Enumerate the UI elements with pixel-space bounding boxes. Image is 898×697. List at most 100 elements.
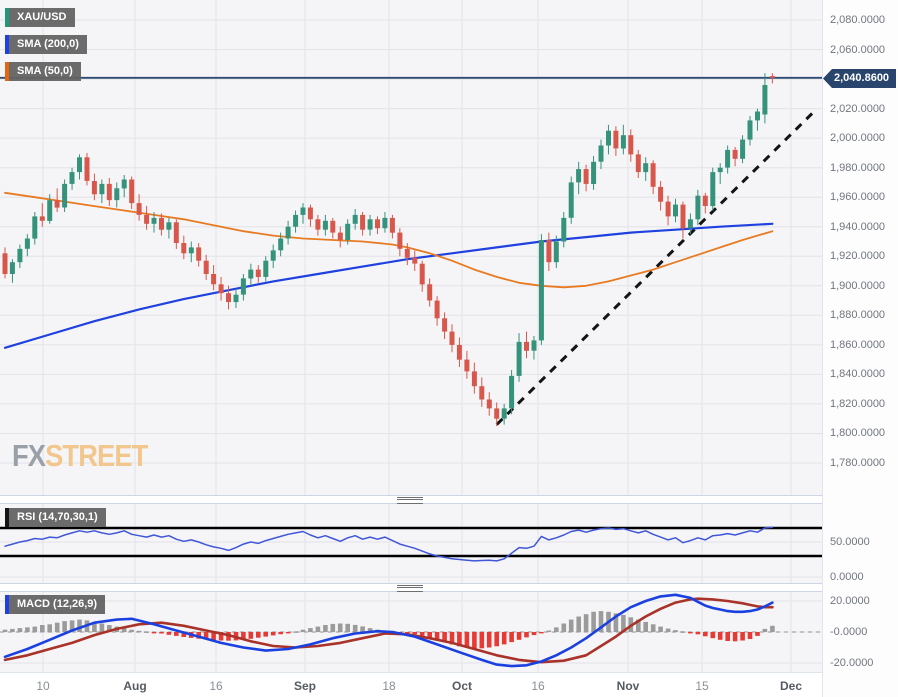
- candle-body: [315, 219, 321, 230]
- time-axis[interactable]: 10 Aug 16 Sep 18 Oct 16 Nov 15 Dec: [0, 672, 822, 697]
- candle-body: [39, 216, 45, 221]
- macd-histogram-bar: [270, 632, 276, 636]
- time-tick-label: Dec: [779, 679, 803, 693]
- candle-body: [144, 214, 150, 224]
- candle-body: [412, 257, 418, 264]
- price-chart-canvas[interactable]: [0, 0, 822, 495]
- macd-histogram-bar: [300, 629, 306, 632]
- price-panel[interactable]: XAU/USD SMA (200,0) SMA (50,0) FXSTREET: [0, 0, 822, 495]
- price-tick-label: 1,980.0000: [830, 162, 886, 174]
- candle-body: [419, 263, 425, 285]
- legend-item-rsi: RSI (14,70,30,1): [5, 508, 106, 527]
- candle-body: [300, 207, 306, 215]
- macd-histogram-bar: [740, 632, 745, 641]
- candle-body: [717, 167, 723, 173]
- splitter-grip-icon[interactable]: [397, 585, 423, 592]
- price-tick-label: 1,840.0000: [830, 368, 886, 380]
- candle-body: [293, 214, 299, 227]
- candle-body: [188, 247, 194, 254]
- candle-body: [702, 195, 708, 206]
- macd-histogram-bar: [613, 613, 619, 632]
- candle-body: [680, 204, 686, 229]
- macd-histogram-bar: [218, 632, 224, 641]
- macd-histogram-bar: [107, 625, 112, 632]
- candle-body: [494, 408, 500, 419]
- price-tick-label: 2,080.0000: [830, 14, 886, 26]
- rsi-panel[interactable]: RSI (14,70,30,1): [0, 504, 822, 583]
- candle-body: [658, 186, 664, 202]
- watermark-fx: FX: [12, 438, 46, 473]
- macd-histogram-bar: [501, 632, 507, 645]
- candle-body: [538, 240, 544, 341]
- macd-histogram-bar: [285, 632, 291, 634]
- candle-body: [69, 172, 75, 184]
- candle-body: [196, 247, 202, 261]
- panel-splitter-1[interactable]: [0, 495, 898, 504]
- macd-histogram-bar: [10, 628, 15, 632]
- macd-histogram-bar: [673, 630, 678, 632]
- macd-histogram-bar: [755, 632, 760, 636]
- candle-body: [665, 201, 671, 217]
- macd-histogram-bar: [688, 632, 693, 634]
- macd-histogram-bar: [486, 632, 492, 648]
- candle-body: [620, 135, 626, 149]
- rsi-tick-label: 0.0000: [830, 571, 864, 583]
- candle-body: [203, 260, 209, 274]
- macd-histogram-bar: [725, 632, 730, 641]
- rsi-chart-canvas[interactable]: [0, 504, 822, 583]
- candle-body: [389, 217, 395, 233]
- time-tick-label: Nov: [616, 679, 640, 693]
- candle-body: [650, 163, 656, 187]
- macd-histogram-bar: [2, 629, 8, 632]
- candle-body: [181, 243, 187, 254]
- candle-body: [218, 284, 224, 294]
- macd-histogram-bar: [241, 632, 246, 640]
- macd-histogram-bar: [315, 626, 321, 632]
- price-tick-label: 2,020.0000: [830, 103, 886, 115]
- candle-body: [643, 163, 649, 173]
- panel-splitter-2[interactable]: [0, 583, 898, 592]
- macd-histogram-bar: [308, 628, 313, 632]
- macd-histogram-bar: [54, 622, 60, 632]
- macd-histogram-bar: [539, 632, 544, 634]
- macd-panel[interactable]: MACD (12,26,9): [0, 592, 822, 672]
- macd-histogram-bar: [762, 628, 768, 632]
- rsi-label: RSI (14,70,30,1): [9, 508, 106, 527]
- legend-item-sma200: SMA (200,0): [5, 35, 87, 54]
- macd-histogram-bar: [643, 621, 648, 632]
- candle-body: [524, 341, 529, 351]
- macd-tick-label: -20.0000: [830, 657, 874, 669]
- symbol-label: XAU/USD: [9, 8, 75, 27]
- price-tick-label: 1,940.0000: [830, 221, 886, 233]
- time-tick-label: Oct: [451, 679, 473, 693]
- candle-body: [360, 214, 366, 230]
- macd-histogram-bar: [554, 627, 559, 632]
- rsi-series-marker: [5, 508, 9, 527]
- time-tick-label: Sep: [293, 679, 317, 693]
- candle-body: [345, 223, 351, 240]
- candle-body: [687, 219, 693, 229]
- macd-histogram-bar: [658, 626, 663, 632]
- candle-body: [673, 204, 678, 217]
- macd-histogram-bar: [680, 631, 686, 633]
- macd-histogram-bar: [568, 619, 574, 632]
- splitter-grip-icon[interactable]: [397, 497, 423, 504]
- macd-histogram-bar: [419, 632, 425, 636]
- macd-histogram-bar: [472, 632, 477, 649]
- macd-tick-label: 20.0000: [830, 595, 870, 607]
- candle-body: [24, 238, 30, 249]
- macd-histogram-bar: [621, 614, 626, 632]
- watermark-street: STREET: [45, 438, 148, 473]
- macd-histogram-bar: [136, 630, 142, 633]
- sma200-label: SMA (200,0): [9, 35, 87, 54]
- macd-histogram-bar: [732, 632, 738, 642]
- candle-body: [606, 130, 611, 146]
- macd-chart-canvas[interactable]: [0, 592, 822, 672]
- legend-item-macd: MACD (12,26,9): [5, 595, 106, 614]
- current-price-badge: 2,040.8600: [823, 69, 896, 88]
- macd-histogram-bar: [591, 611, 596, 632]
- price-axis[interactable]: 2,040.8600 2,080.0000 2,060.0000 2,020.000…: [822, 0, 898, 697]
- macd-histogram-bar: [263, 632, 268, 637]
- macd-histogram-bar: [211, 632, 216, 641]
- candle-body: [769, 76, 775, 78]
